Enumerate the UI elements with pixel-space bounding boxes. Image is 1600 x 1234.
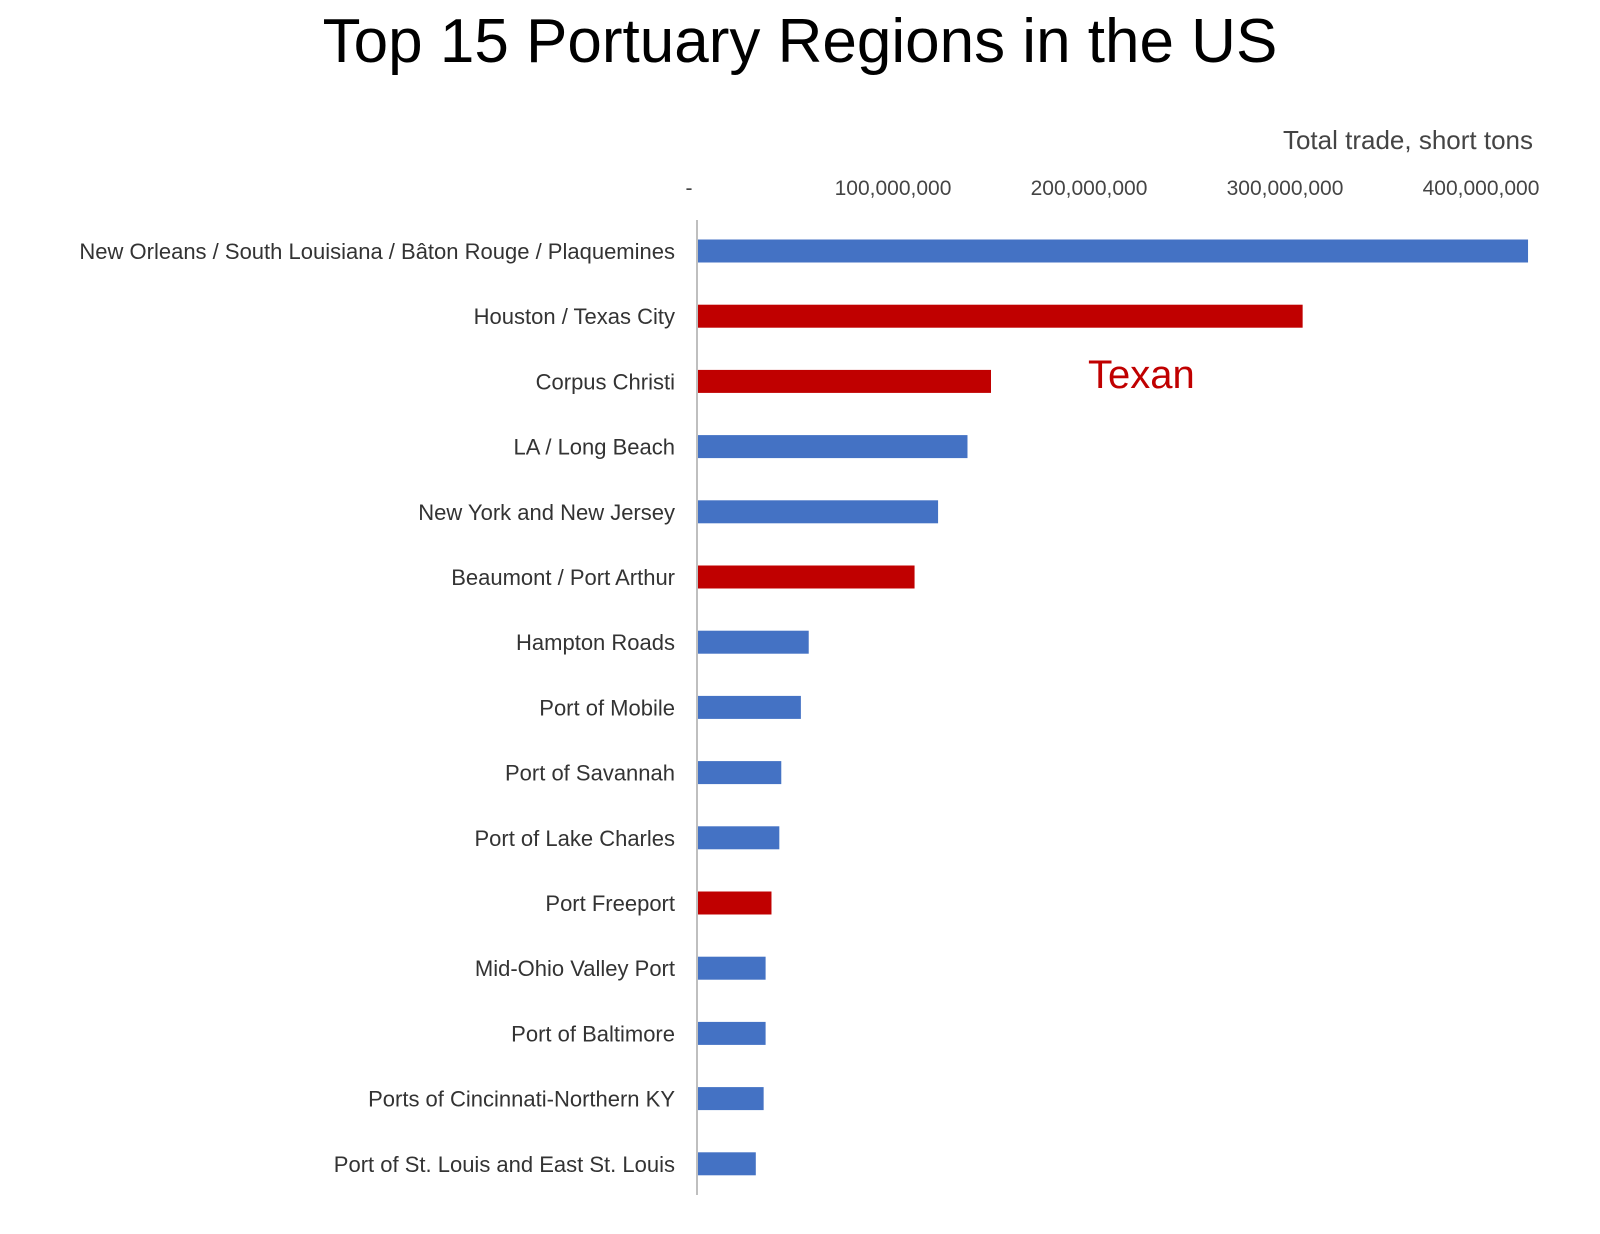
bar — [698, 239, 1529, 263]
category-label: Port of Baltimore — [511, 1021, 675, 1046]
x-tick-label: 200,000,000 — [1031, 177, 1148, 200]
x-axis-title: Total trade, short tons — [1283, 125, 1533, 155]
bar — [698, 1087, 764, 1111]
category-label: Port of St. Louis and East St. Louis — [334, 1152, 675, 1177]
category-labels: New Orleans / South Louisiana / Bâton Ro… — [79, 239, 675, 1177]
category-label: New York and New Jersey — [418, 500, 675, 525]
category-label: Port of Mobile — [539, 695, 675, 720]
x-axis-ticks: - 100,000,000 200,000,000 300,000,000 400,00… — [686, 177, 1540, 200]
bar — [698, 956, 766, 980]
bar — [698, 1021, 766, 1045]
bar — [698, 761, 782, 785]
chart-title: Top 15 Portuary Regions in the US — [323, 7, 1278, 76]
x-tick-label: 300,000,000 — [1227, 177, 1344, 200]
bar — [698, 1152, 756, 1176]
category-label: Hampton Roads — [516, 630, 675, 655]
x-tick-label: - — [686, 177, 693, 200]
category-label: Corpus Christi — [536, 369, 675, 394]
category-label: Beaumont / Port Arthur — [451, 565, 675, 590]
texan-annotation: Texan — [1088, 353, 1195, 397]
bar — [698, 435, 968, 459]
bar — [698, 369, 991, 393]
bar — [698, 565, 915, 589]
category-label: Port of Lake Charles — [474, 826, 675, 851]
category-label: Port of Savannah — [505, 761, 675, 786]
bar — [698, 826, 780, 850]
category-label: LA / Long Beach — [514, 435, 675, 460]
bar — [698, 891, 772, 915]
category-label: Ports of Cincinnati-Northern KY — [368, 1087, 675, 1112]
bar — [698, 304, 1303, 328]
bar — [698, 500, 939, 524]
category-label: Mid-Ohio Valley Port — [475, 956, 675, 981]
bars-group — [698, 239, 1529, 1176]
category-label: Port Freeport — [545, 891, 675, 916]
category-label: New Orleans / South Louisiana / Bâton Ro… — [79, 239, 675, 264]
x-tick-label: 100,000,000 — [835, 177, 952, 200]
category-label: Houston / Texas City — [474, 304, 675, 329]
bar — [698, 630, 809, 654]
bar — [698, 695, 801, 719]
x-tick-label: 400,000,000 — [1423, 177, 1540, 200]
